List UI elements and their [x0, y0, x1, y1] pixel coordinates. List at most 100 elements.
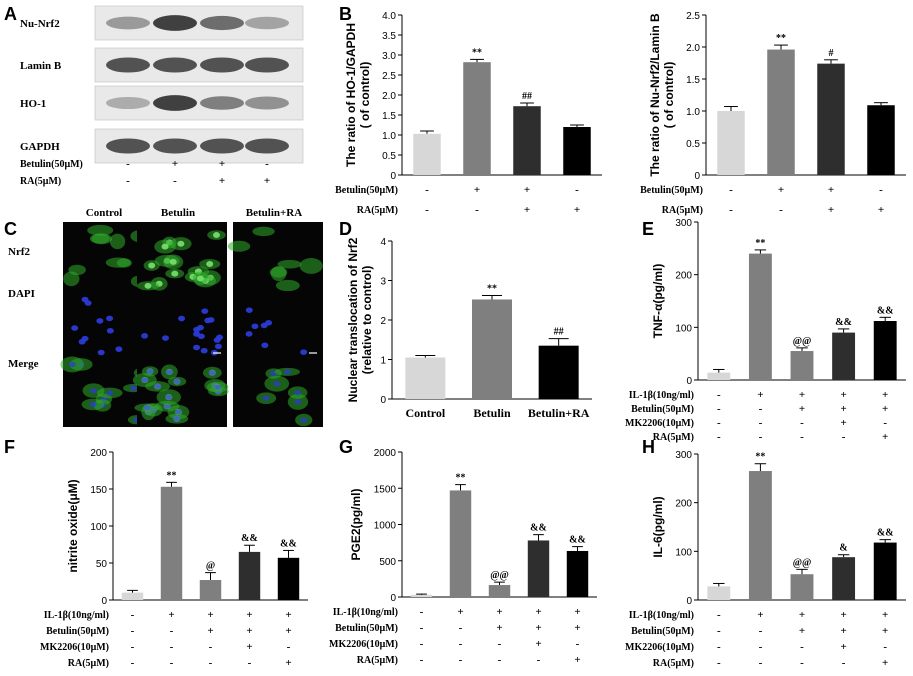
blot-row-label: Lamin B [20, 60, 62, 72]
cell-nucleus [89, 401, 97, 408]
blot-band [106, 16, 150, 30]
treatment-sign: + [840, 417, 846, 429]
treatment-sign: - [729, 204, 733, 216]
treatment-sign: - [717, 657, 721, 669]
significance-label: ## [554, 327, 564, 338]
bar [566, 550, 589, 597]
blot-sign: - [265, 158, 269, 170]
treatment-label: Betulin(50μM) [335, 623, 398, 634]
cell-cytoplasm [109, 233, 126, 250]
treatment-label: RA(5μM) [653, 658, 694, 669]
x-category-label: Betulin [473, 406, 511, 420]
fluorescence-image-grid: Control Betulin Betulin+RA Nrf2 DAPI Merge [8, 207, 323, 427]
y-tick-label: 3.0 [382, 51, 396, 62]
bar [488, 585, 511, 597]
x-category-label: Control [405, 406, 445, 420]
treatment-sign: + [828, 204, 834, 216]
blot-band [200, 96, 244, 110]
bar [748, 253, 772, 380]
bar [449, 490, 472, 597]
cell-nucleus-signal [177, 240, 185, 247]
bar [513, 106, 541, 175]
treatment-sign: + [882, 403, 888, 415]
blot-band [200, 15, 244, 31]
bar [873, 542, 897, 600]
cell-nucleus [129, 385, 137, 391]
bar-chart-F: 0 50 100 150 200 nitrite oxide(μM) ** @ && && IL-1… [40, 448, 308, 669]
blot-band [106, 138, 150, 154]
treatment-sign: - [842, 431, 846, 443]
cell-nucleus [300, 417, 308, 423]
treatment-sign: + [882, 657, 888, 669]
treatment-sign: - [420, 622, 424, 634]
panel-letter-G: G [339, 437, 353, 457]
cell-nucleus [208, 369, 216, 376]
cell-nucleus [165, 394, 173, 400]
treatment-label: MK2206(10μM) [329, 639, 398, 650]
significance-label: @ [206, 561, 215, 572]
bar [160, 486, 183, 600]
treatment-sign: + [757, 609, 763, 621]
blot-band [200, 138, 244, 154]
bar [527, 540, 550, 597]
y-tick-label: 0 [390, 171, 396, 182]
treatment-label: RA(5μM) [68, 658, 109, 669]
cell-nucleus [245, 307, 253, 313]
image-row-label: Nrf2 [8, 246, 30, 258]
treatment-sign: - [475, 204, 479, 216]
cell-nucleus [197, 333, 205, 340]
y-tick-label: 0 [686, 376, 692, 387]
cell-nucleus [261, 342, 269, 349]
bar [790, 351, 814, 380]
treatment-sign: - [170, 625, 174, 637]
treatment-label: Betulin(50μM) [631, 404, 694, 415]
treatment-sign: + [285, 609, 291, 621]
image-column-label: Betulin+RA [246, 207, 302, 219]
y-tick-label: 1.5 [686, 75, 700, 86]
treatment-sign: + [207, 609, 213, 621]
treatment-sign: + [246, 641, 252, 653]
treatment-sign: + [799, 403, 805, 415]
significance-label: @@ [793, 336, 812, 347]
bar-chart-B2: 0 0.5 1.0 1.5 2.0 2.5 The ratio of Nu-Nrf2/Lam… [640, 11, 906, 216]
blot-row-label: GAPDH [20, 141, 60, 153]
y-axis-label-line: nitrite oxide(μM) [66, 479, 80, 572]
treatment-sign: + [778, 184, 784, 196]
bar [767, 49, 795, 176]
significance-label: && [530, 523, 547, 534]
cell-cytoplasm [227, 240, 251, 252]
treatment-sign: - [717, 417, 721, 429]
cell-nucleus [165, 369, 173, 375]
y-axis-label-line: PGE2(pg/ml) [349, 488, 363, 560]
treatment-sign: - [420, 638, 424, 650]
treatment-sign: - [170, 657, 174, 669]
cell-nucleus [245, 331, 253, 337]
y-tick-label: 1500 [374, 484, 397, 495]
y-tick-label: 2.5 [686, 11, 700, 22]
cell-nucleus-signal [212, 232, 220, 239]
significance-label: # [829, 48, 834, 59]
treatment-sign: - [420, 654, 424, 666]
bar [405, 357, 446, 399]
treatment-sign: - [759, 641, 763, 653]
cell-nucleus [81, 335, 89, 342]
micrograph [233, 222, 323, 292]
y-tick-label: 100 [90, 522, 107, 533]
significance-label: @@ [793, 557, 812, 568]
panel-letter-F: F [4, 437, 15, 457]
treatment-label: Betulin(50μM) [631, 626, 694, 637]
significance-label: @@ [490, 570, 509, 581]
bar [472, 299, 512, 399]
blot-sign: + [172, 158, 178, 170]
treatment-sign: + [535, 622, 541, 634]
treatment-sign: - [537, 654, 541, 666]
y-tick-label: 1 [380, 356, 386, 367]
treatment-sign: - [170, 641, 174, 653]
treatment-sign: - [425, 184, 429, 196]
cell-nucleus [193, 326, 201, 333]
y-tick-label: 4 [380, 237, 386, 248]
cell-nucleus [174, 409, 182, 415]
y-tick-label: 300 [675, 450, 692, 461]
cell-nucleus [214, 343, 222, 350]
significance-label: && [877, 305, 894, 316]
